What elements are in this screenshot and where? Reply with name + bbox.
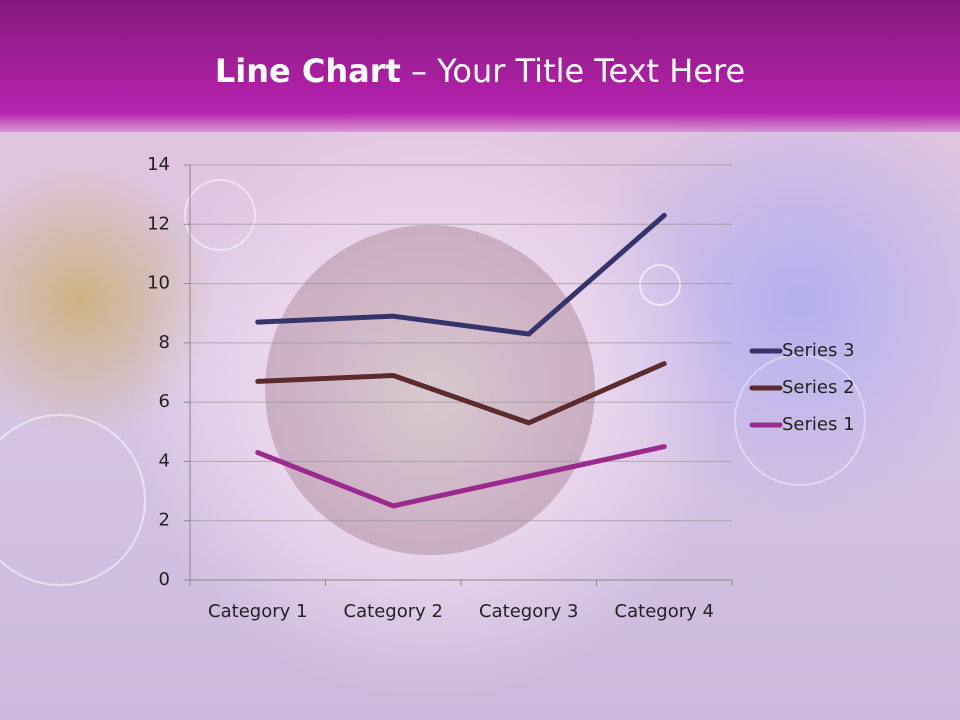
x-tick-label: Category 1 — [208, 601, 307, 622]
y-tick-label: 8 — [159, 332, 170, 353]
series-line — [255, 212, 667, 337]
deco-circle — [734, 354, 866, 486]
x-tick-label: Category 2 — [344, 601, 443, 622]
legend-label: Series 3 — [782, 340, 855, 361]
title-rest: – Your Title Text Here — [400, 52, 746, 90]
series-line — [255, 361, 667, 426]
deco-circle — [0, 414, 146, 586]
legend-label: Series 2 — [782, 377, 855, 398]
x-tick-label: Category 4 — [615, 601, 714, 622]
series-line — [255, 444, 667, 509]
title-bold: Line Chart — [214, 52, 401, 90]
deco-circle — [639, 264, 681, 306]
y-tick-label: 6 — [159, 391, 170, 412]
slide-title: Line Chart – Your Title Text Here — [0, 52, 960, 90]
deco-circle — [184, 179, 256, 251]
header-band — [0, 0, 960, 132]
y-tick-label: 0 — [159, 569, 170, 590]
legend-label: Series 1 — [782, 414, 855, 435]
y-tick-label: 10 — [147, 273, 170, 294]
y-tick-label: 2 — [159, 510, 170, 531]
y-tick-label: 12 — [147, 213, 170, 234]
y-tick-label: 14 — [147, 154, 170, 175]
y-tick-label: 4 — [159, 450, 170, 471]
x-tick-label: Category 3 — [479, 601, 578, 622]
